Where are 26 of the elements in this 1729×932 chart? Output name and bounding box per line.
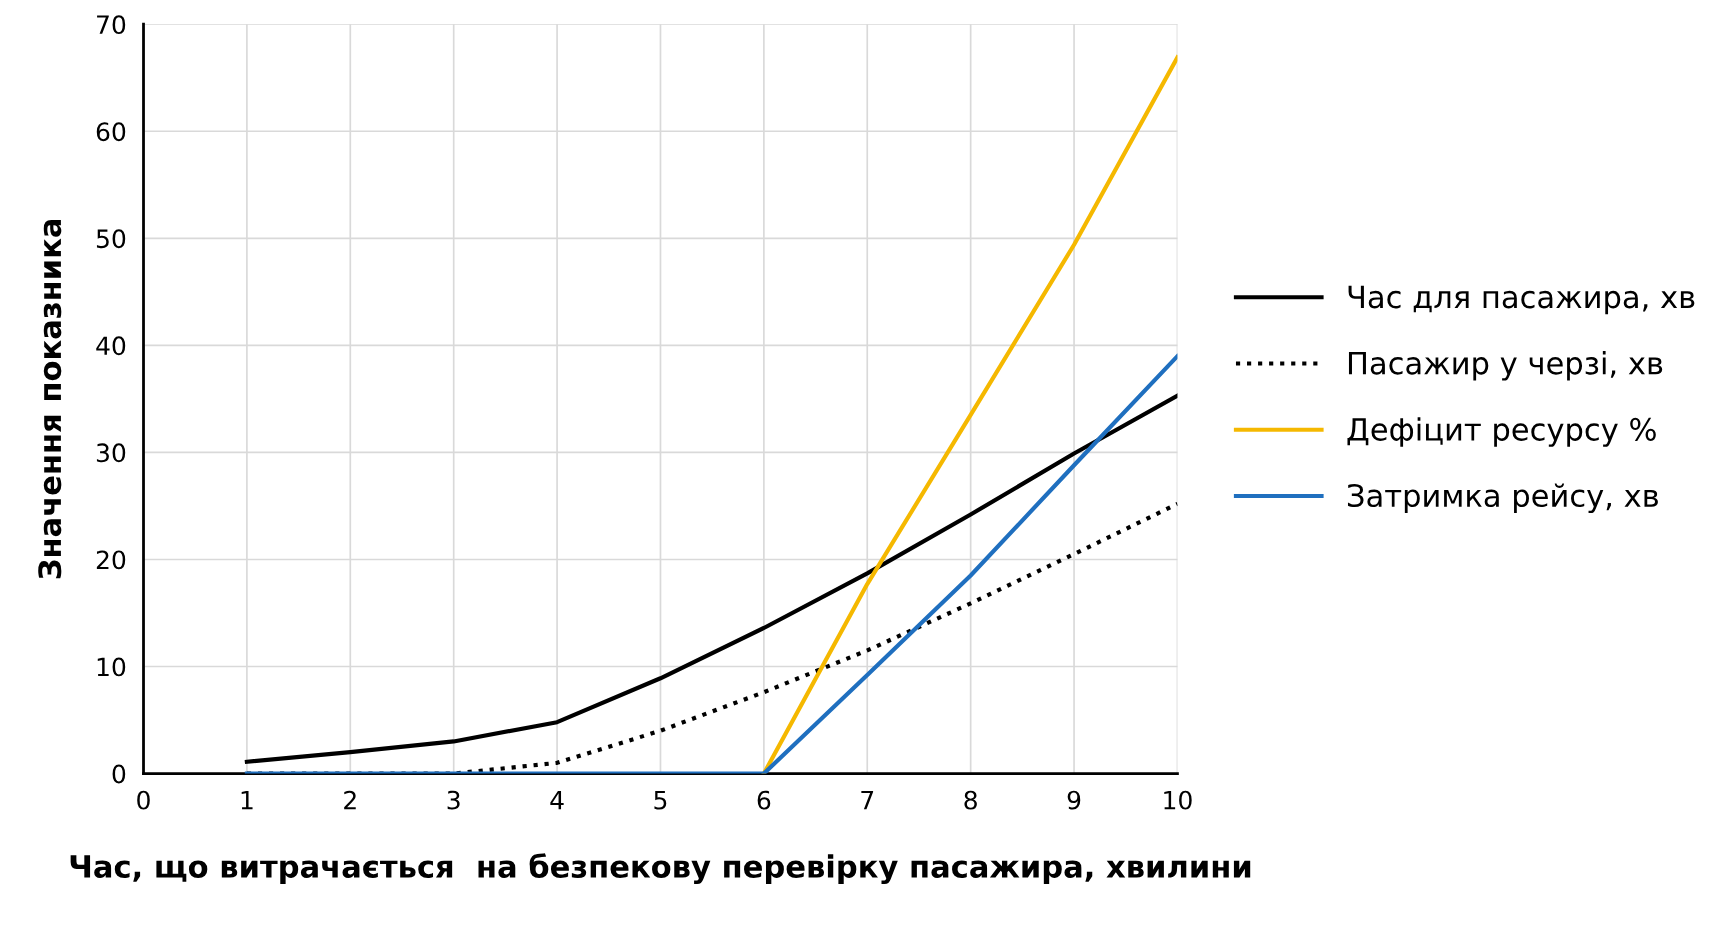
legend-label: Затримка рейсу, хв bbox=[1347, 483, 1658, 514]
x-tick-label: 10 bbox=[1164, 790, 1192, 810]
y-tick-label: 60 bbox=[96, 122, 126, 142]
y-axis-title: Значення показника bbox=[38, 219, 62, 579]
x-tick-label: 8 bbox=[964, 790, 977, 810]
x-axis-title: Час, що витрачається на безпекову перевірку пасажира, хвилини bbox=[70, 853, 1251, 885]
legend-label: Дефіцит ресурсу % bbox=[1347, 417, 1656, 447]
x-tick-label: 1 bbox=[241, 791, 253, 810]
x-tick-label: 6 bbox=[757, 790, 771, 810]
y-tick-label: 70 bbox=[97, 15, 126, 35]
y-tick-label: 30 bbox=[96, 443, 126, 463]
x-tick-label: 2 bbox=[344, 790, 356, 810]
y-tick-label: 50 bbox=[96, 229, 126, 249]
legend-label: Пасажир у черзі, хв bbox=[1348, 350, 1663, 381]
y-tick-label: 10 bbox=[97, 657, 126, 677]
x-tick-label: 9 bbox=[1067, 790, 1081, 810]
line-series bbox=[761, 55, 1178, 774]
x-tick-label: 7 bbox=[861, 791, 874, 810]
x-tick-label: 0 bbox=[137, 790, 150, 810]
x-tick-label: 4 bbox=[550, 791, 564, 810]
y-tick-label: 40 bbox=[96, 336, 126, 356]
y-tick-label: 20 bbox=[96, 550, 126, 570]
y-tick-label: 0 bbox=[112, 764, 126, 784]
legend-label: Час для пасажира, хв bbox=[1348, 285, 1695, 315]
x-tick-label: 5 bbox=[654, 791, 667, 810]
x-tick-label: 3 bbox=[447, 790, 460, 810]
